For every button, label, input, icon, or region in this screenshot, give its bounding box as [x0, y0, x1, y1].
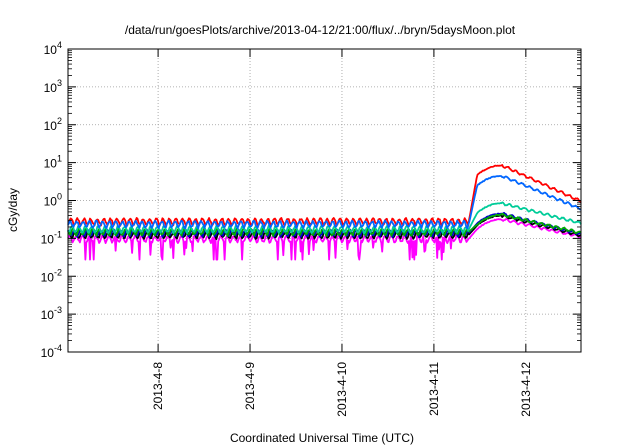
y-tick-exponent: 4: [57, 40, 62, 50]
y-tick-label: 10-3: [41, 305, 62, 322]
x-tick-label: 2013-4-10: [335, 362, 349, 417]
y-tick-exponent: 3: [57, 78, 62, 88]
y-tick-label: 10-4: [41, 343, 62, 360]
y-axis-label: cGy/day: [6, 188, 20, 232]
plot-area: [67, 48, 582, 353]
y-tick-label: 104: [44, 40, 62, 57]
y-tick-base: 10: [44, 157, 58, 171]
y-tick-label: 103: [44, 78, 62, 95]
y-tick-exponent: -1: [54, 229, 62, 239]
y-tick-label: 102: [44, 116, 62, 133]
series-line: [67, 175, 582, 230]
x-axis-tick-labels: 2013-4-8 2013-4-9 2013-4-10 2013-4-11 2013-4…: [151, 362, 533, 417]
y-tick-base: 10: [44, 81, 58, 95]
x-tick-label: 2013-4-8: [151, 362, 165, 410]
y-tick-base: 10: [41, 232, 55, 246]
y-tick-exponent: -3: [54, 305, 62, 315]
y-tick-exponent: -2: [54, 267, 62, 277]
x-tick-label: 2013-4-9: [243, 362, 257, 410]
y-tick-exponent: -4: [54, 343, 62, 353]
axis-ticks: [68, 48, 581, 353]
chart-title: /data/run/goesPlots/archive/2013-04-12/2…: [125, 23, 516, 37]
y-tick-exponent: 2: [57, 116, 62, 126]
y-tick-exponent: 0: [57, 192, 62, 202]
series-line: [67, 201, 582, 235]
series-line: [67, 163, 582, 227]
y-tick-label: 10-1: [41, 229, 62, 246]
y-tick-exponent: 1: [57, 154, 62, 164]
series-line: [67, 218, 582, 261]
grid-lines: [68, 49, 581, 352]
y-tick-base: 10: [44, 119, 58, 133]
y-tick-base: 10: [41, 308, 55, 322]
y-tick-base: 10: [41, 346, 55, 360]
y-tick-base: 10: [41, 270, 55, 284]
x-tick-label: 2013-4-12: [519, 362, 533, 417]
y-tick-label: 101: [44, 154, 62, 171]
y-tick-label: 100: [44, 192, 62, 209]
y-tick-base: 10: [44, 43, 58, 57]
x-tick-label: 2013-4-11: [427, 362, 441, 416]
series-group: [67, 163, 582, 261]
y-tick-base: 10: [44, 195, 58, 209]
y-tick-label: 10-2: [41, 267, 62, 284]
x-axis-label: Coordinated Universal Time (UTC): [230, 431, 414, 445]
